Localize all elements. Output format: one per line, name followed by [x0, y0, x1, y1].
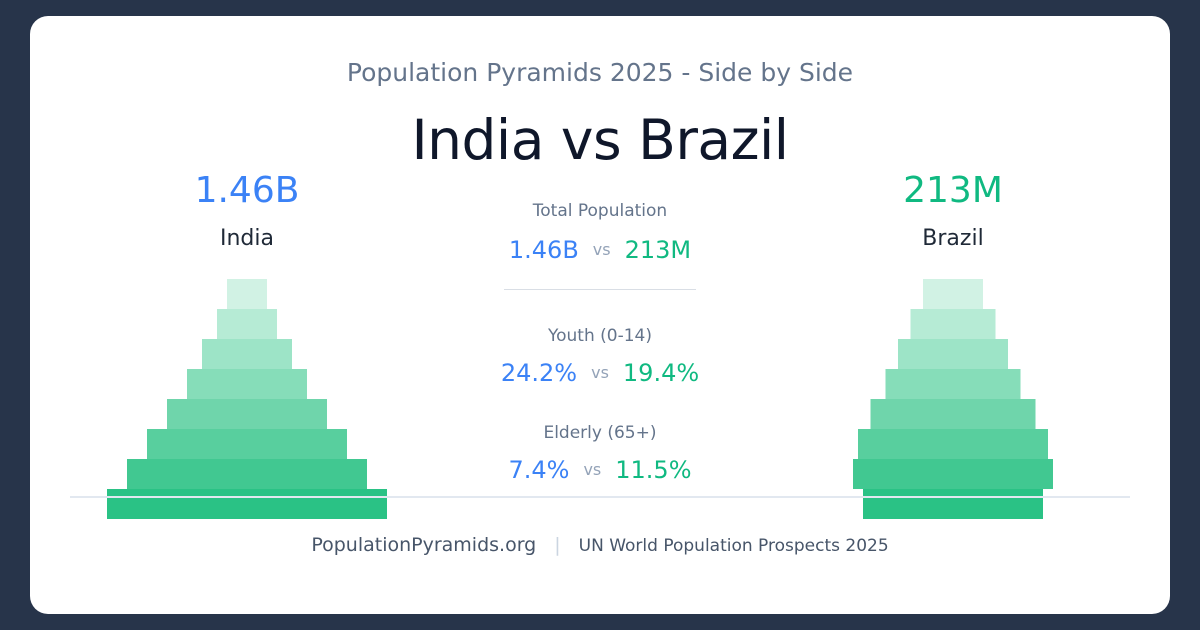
india-pyramid-band	[202, 339, 292, 369]
vs-label: vs	[592, 240, 611, 259]
brazil-elderly-stat: 11.5%	[615, 456, 692, 484]
india-label: India	[220, 226, 274, 251]
india-total-stat: 1.46B	[508, 236, 579, 264]
brazil-pyramid	[853, 279, 1053, 519]
page-title: India vs Brazil	[411, 108, 789, 172]
brazil-youth-stat: 19.4%	[622, 359, 700, 387]
brazil-pyramid-band	[858, 429, 1048, 459]
elderly-label: Elderly (65+)	[543, 423, 657, 443]
footer-separator: |	[554, 534, 561, 556]
india-elderly-stat: 7.4%	[508, 456, 570, 484]
india-total: 1.46B	[194, 170, 300, 211]
india-pyramid-band	[167, 399, 327, 429]
total-population-row: 1.46B vs 213M	[450, 236, 750, 264]
stats-divider	[504, 289, 696, 290]
india-pyramid-band	[147, 429, 347, 459]
vs-label: vs	[583, 460, 602, 479]
brazil-pyramid-band	[870, 399, 1036, 429]
brazil-pyramid-band	[923, 279, 983, 309]
youth-label: Youth (0-14)	[548, 326, 652, 346]
brazil-pyramid-band	[863, 489, 1043, 519]
india-pyramid-band	[107, 489, 387, 519]
youth-row: 24.2% vs 19.4%	[450, 359, 750, 387]
brazil-pyramid-band	[853, 459, 1053, 489]
india-pyramid-band	[187, 369, 307, 399]
brazil-label: Brazil	[922, 226, 984, 251]
total-population-label: Total Population	[532, 201, 668, 221]
brazil-total: 213M	[903, 170, 1003, 211]
brazil-total-stat: 213M	[624, 236, 692, 264]
footer-source: UN World Population Prospects 2025	[578, 536, 889, 556]
footer: PopulationPyramids.org | UN World Populati…	[0, 534, 1200, 556]
brazil-pyramid-band	[885, 369, 1021, 399]
brazil-pyramid-band	[898, 339, 1008, 369]
india-pyramid-band	[217, 309, 277, 339]
vs-label: vs	[591, 363, 609, 382]
elderly-row: 7.4% vs 11.5%	[450, 456, 750, 484]
chart-baseline	[70, 496, 1130, 498]
footer-site: PopulationPyramids.org	[311, 534, 537, 556]
india-pyramid-band	[227, 279, 267, 309]
india-pyramid-band	[127, 459, 367, 489]
india-pyramid	[107, 279, 387, 519]
brazil-pyramid-band	[910, 309, 996, 339]
page-subtitle: Population Pyramids 2025 - Side by Side	[346, 58, 854, 87]
india-youth-stat: 24.2%	[500, 359, 578, 387]
